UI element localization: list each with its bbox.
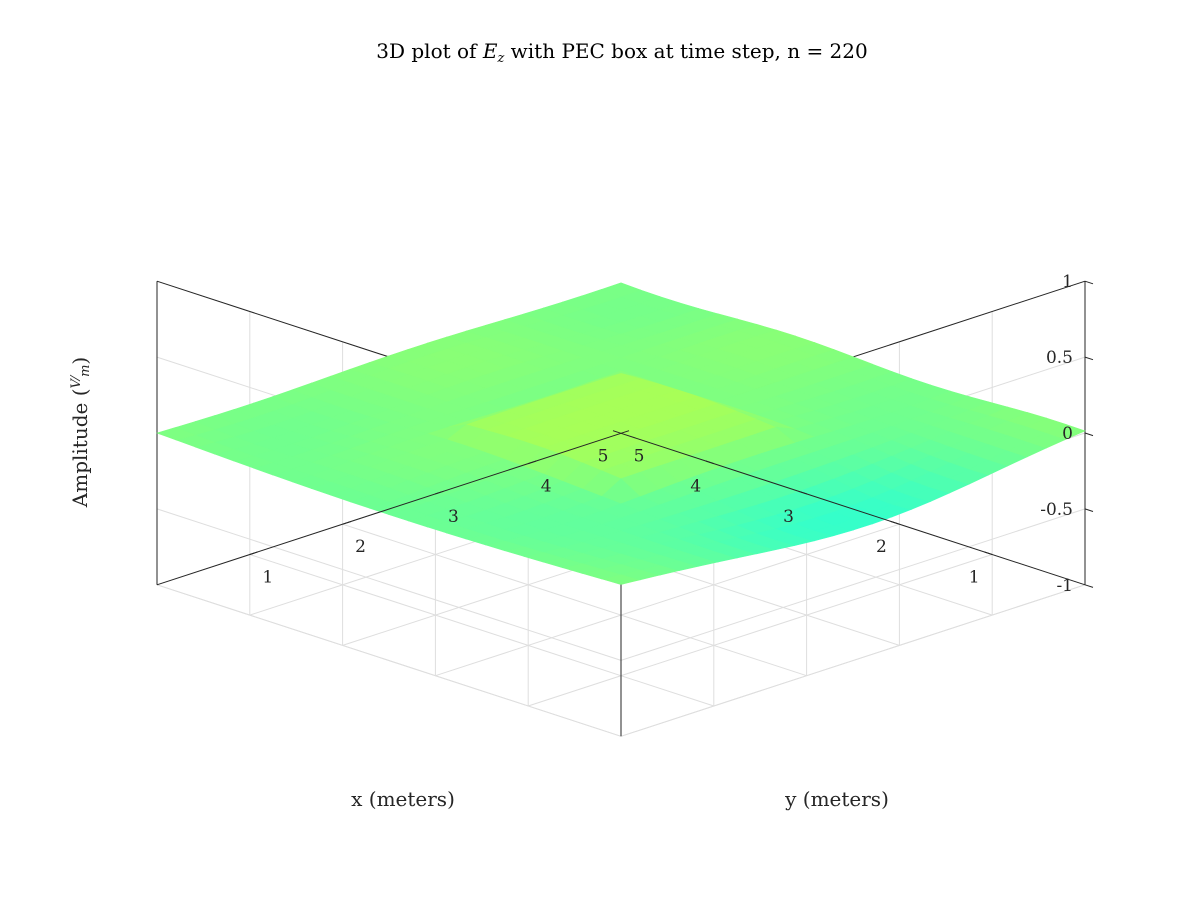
y-tick-label: 1 [262, 568, 273, 588]
z-tick-label: -0.5 [1040, 500, 1073, 520]
surface-patch [600, 282, 642, 297]
surface [156, 282, 1086, 585]
grid-line-z [156, 508, 622, 661]
grid-line-x [528, 554, 993, 707]
z-tick [1084, 280, 1094, 285]
grid-line-z [620, 508, 1086, 661]
y-axis-line [156, 432, 622, 586]
x-tick [891, 521, 900, 525]
y-tick-label: 5 [634, 446, 645, 466]
x-axis-label: x (meters) [351, 787, 455, 811]
z-tick [1084, 584, 1094, 588]
y-tick [620, 430, 630, 434]
z-tick-label: 0.5 [1046, 348, 1073, 368]
x-tick [705, 460, 714, 465]
z-tick-label: 0 [1062, 424, 1073, 444]
x-tick [984, 551, 993, 555]
x-tick-label: 4 [690, 477, 701, 497]
grid-line-x [620, 584, 1086, 737]
grid-line-y [342, 523, 807, 677]
grid-line-x [435, 523, 900, 677]
x-axis-line [620, 432, 1086, 586]
axes: 1 2 3 4 5 1 2 3 4 5 1 0.5 0 -0.5 -1 [156, 272, 1094, 596]
y-tick-label: 3 [448, 507, 459, 527]
x-tick-label: 1 [969, 568, 980, 588]
grid-line-y [156, 584, 622, 737]
z-axis-label: Amplitude (V⁄m) [68, 357, 93, 508]
y-tick [435, 490, 444, 495]
y-tick-label: 4 [541, 477, 552, 497]
y-tick [249, 551, 258, 555]
y-tick-label: 2 [355, 537, 366, 557]
grid-line-y [249, 554, 714, 707]
x-tick [798, 490, 807, 495]
z-tick-label: -1 [1056, 576, 1073, 596]
svg-text:Amplitude (V⁄m): Amplitude (V⁄m) [68, 357, 93, 508]
x-tick-label: 2 [876, 537, 887, 557]
z-tick [1084, 508, 1094, 512]
y-tick [528, 460, 537, 465]
x-tick-label: 5 [598, 446, 609, 466]
z-tick-label: 1 [1062, 272, 1073, 292]
y-tick [342, 521, 351, 525]
z-tick [1084, 432, 1094, 437]
y-axis-label: y (meters) [784, 787, 889, 811]
z-tick [1084, 356, 1094, 361]
x-tick [612, 430, 622, 434]
chart-title: 3D plot of Ez with PEC box at time step,… [376, 39, 867, 66]
x-tick-label: 3 [783, 507, 794, 527]
